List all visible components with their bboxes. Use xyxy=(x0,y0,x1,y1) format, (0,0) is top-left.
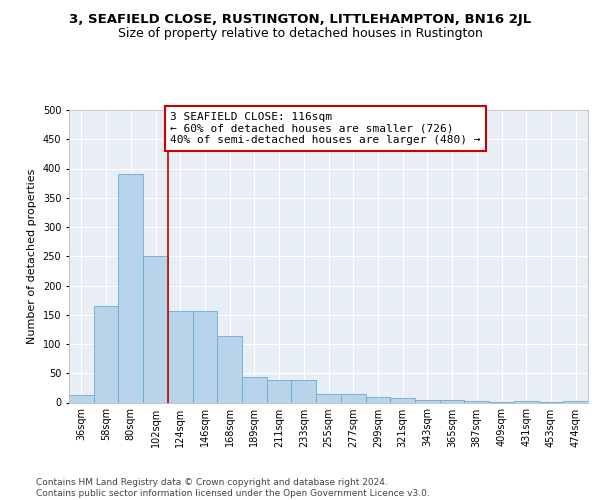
Bar xyxy=(143,256,168,402)
Bar xyxy=(267,380,292,402)
Bar xyxy=(292,380,316,402)
Text: Size of property relative to detached houses in Rustington: Size of property relative to detached ho… xyxy=(118,28,482,40)
Bar xyxy=(415,400,440,402)
Bar xyxy=(217,336,242,402)
Bar xyxy=(464,400,489,402)
Bar xyxy=(440,400,464,402)
Bar xyxy=(365,396,390,402)
Bar xyxy=(242,378,267,402)
Bar xyxy=(316,394,341,402)
Bar xyxy=(193,310,217,402)
Text: 3 SEAFIELD CLOSE: 116sqm
← 60% of detached houses are smaller (726)
40% of semi-: 3 SEAFIELD CLOSE: 116sqm ← 60% of detach… xyxy=(170,112,481,145)
Bar xyxy=(168,310,193,402)
Bar xyxy=(390,398,415,402)
Text: 3, SEAFIELD CLOSE, RUSTINGTON, LITTLEHAMPTON, BN16 2JL: 3, SEAFIELD CLOSE, RUSTINGTON, LITTLEHAM… xyxy=(69,12,531,26)
Bar xyxy=(118,174,143,402)
Bar xyxy=(69,396,94,402)
Y-axis label: Number of detached properties: Number of detached properties xyxy=(27,168,37,344)
Bar xyxy=(94,306,118,402)
Bar xyxy=(341,394,365,402)
Text: Contains HM Land Registry data © Crown copyright and database right 2024.
Contai: Contains HM Land Registry data © Crown c… xyxy=(36,478,430,498)
